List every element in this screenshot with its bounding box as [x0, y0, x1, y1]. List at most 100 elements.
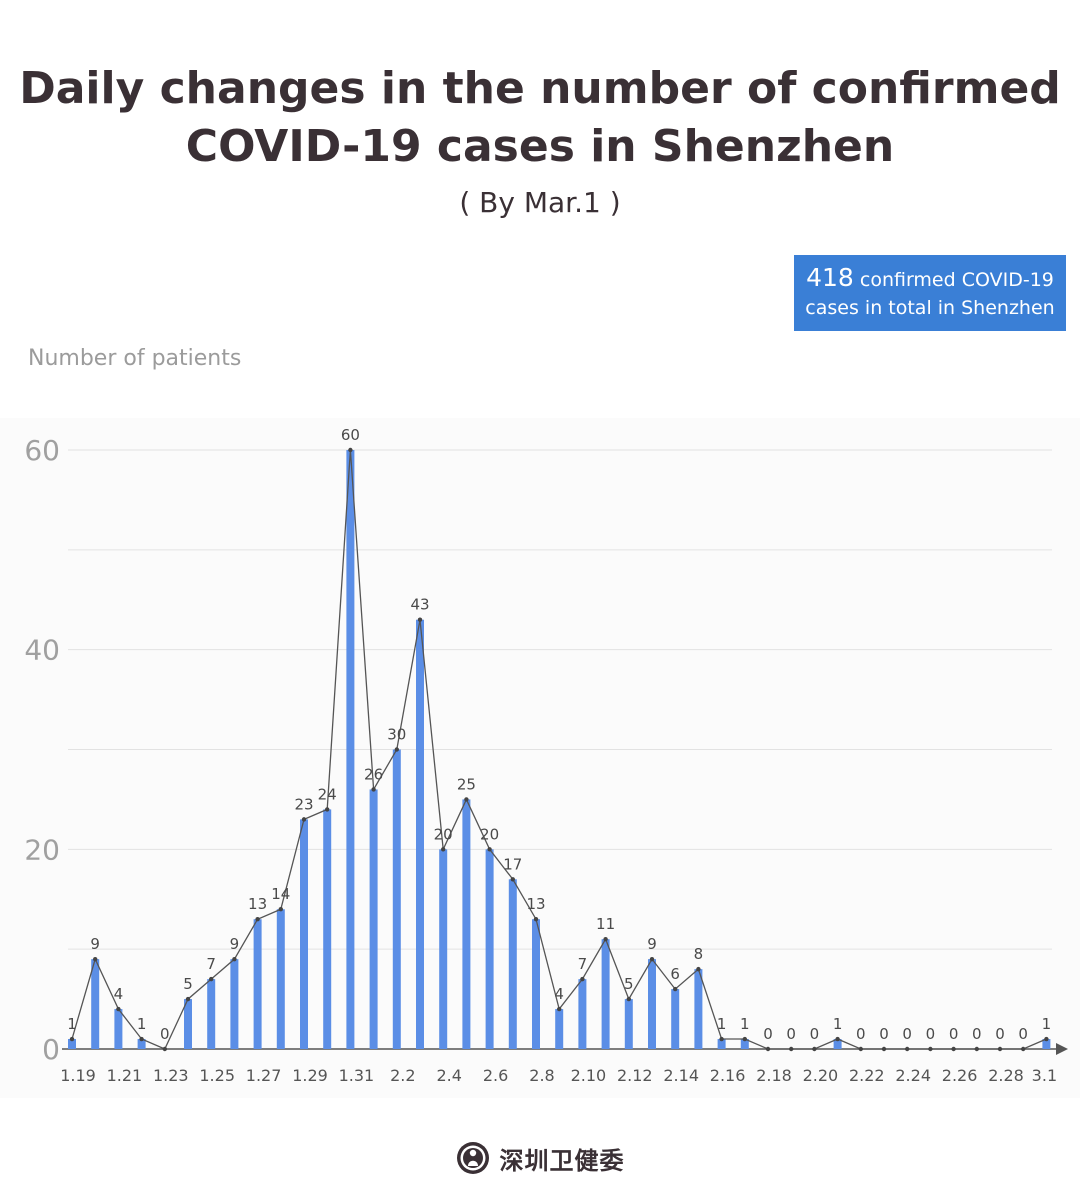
x-tick-label: 2.4	[436, 1066, 461, 1085]
data-label: 1	[1042, 1015, 1052, 1033]
data-label: 0	[949, 1025, 959, 1043]
bar	[392, 749, 401, 1049]
bar	[578, 979, 587, 1049]
x-tick-label: 2.6	[483, 1066, 508, 1085]
data-point	[789, 1046, 794, 1052]
bar	[648, 959, 656, 1049]
x-tick-label: 1.25	[199, 1066, 235, 1085]
data-point	[951, 1046, 956, 1052]
data-point	[185, 996, 191, 1002]
x-tick-label: 2.14	[663, 1066, 699, 1085]
data-label: 20	[434, 825, 453, 843]
data-point	[255, 917, 260, 922]
data-label: 24	[318, 785, 337, 803]
x-tick-label: 2.28	[988, 1066, 1024, 1085]
bar	[601, 939, 610, 1049]
bar	[68, 1039, 76, 1049]
data-point	[673, 986, 678, 992]
bar	[508, 879, 517, 1049]
data-label: 30	[387, 726, 406, 744]
org-name: 深圳卫健委	[499, 1146, 625, 1175]
x-tick-label: 2.26	[942, 1066, 978, 1085]
data-point	[510, 877, 515, 882]
data-label: 1	[740, 1015, 750, 1033]
bar	[532, 919, 540, 1049]
x-tick-label: 3.1	[1032, 1066, 1057, 1085]
x-tick-label: 1.19	[60, 1066, 96, 1085]
data-point	[162, 1046, 167, 1052]
data-label: 0	[763, 1025, 773, 1043]
data-point	[719, 1036, 724, 1042]
data-point	[835, 1036, 840, 1042]
data-label: 9	[90, 935, 100, 953]
data-point	[928, 1046, 933, 1052]
data-point	[765, 1046, 771, 1052]
bar	[717, 1039, 726, 1049]
chart-title: Daily changes in the number of confirmed…	[0, 60, 1080, 176]
data-point	[325, 807, 330, 812]
data-label: 0	[972, 1025, 982, 1043]
data-point	[139, 1036, 144, 1042]
data-label: 6	[670, 965, 680, 983]
data-label: 0	[856, 1025, 866, 1043]
data-point	[1044, 1036, 1049, 1042]
bar	[253, 919, 262, 1049]
data-point	[557, 1006, 562, 1012]
data-label: 13	[248, 895, 267, 913]
data-point	[626, 996, 631, 1002]
data-point	[580, 976, 585, 982]
total-cases-text-2: cases in total in Shenzhen	[805, 297, 1055, 319]
bar	[833, 1039, 842, 1049]
x-tick-label: 1.21	[107, 1066, 143, 1085]
data-label: 17	[503, 855, 522, 873]
data-point	[371, 787, 376, 792]
data-label: 9	[647, 935, 657, 953]
data-point	[93, 956, 98, 962]
data-point	[69, 1036, 75, 1042]
bar	[114, 1009, 123, 1049]
data-label: 26	[364, 765, 383, 783]
data-label: 0	[995, 1025, 1005, 1043]
total-cases-box: 418 confirmed COVID-19 cases in total in…	[794, 255, 1066, 331]
bar	[207, 979, 216, 1049]
data-label: 0	[1018, 1025, 1028, 1043]
data-label: 7	[578, 955, 588, 973]
chart-title-line-2: COVID-19 cases in Shenzhen	[185, 121, 895, 172]
bar	[323, 809, 332, 1049]
x-tick-label: 1.31	[339, 1066, 375, 1085]
data-point	[301, 817, 307, 822]
data-label: 25	[457, 775, 476, 793]
data-label: 8	[694, 945, 704, 963]
x-tick-label: 1.27	[246, 1066, 282, 1085]
data-point	[881, 1046, 887, 1052]
data-label: 14	[271, 885, 290, 903]
data-point	[464, 797, 469, 802]
bar	[740, 1039, 749, 1049]
bar	[300, 819, 308, 1049]
bar	[462, 799, 471, 1049]
x-axis-arrow-icon	[1056, 1043, 1068, 1055]
data-label: 7	[206, 955, 216, 973]
bar	[369, 789, 378, 1049]
data-label: 23	[294, 795, 313, 813]
health-commission-logo-icon	[456, 1142, 489, 1174]
data-point	[209, 976, 214, 982]
data-label: 11	[596, 915, 615, 933]
y-tick-label: 40	[24, 634, 60, 667]
data-point	[348, 447, 353, 453]
y-axis-label: Number of patients	[28, 346, 242, 371]
y-tick-label: 20	[24, 833, 60, 866]
bar	[91, 959, 100, 1049]
x-tick-label: 2.22	[849, 1066, 885, 1085]
chart-subtitle: ( By Mar.1 )	[459, 186, 621, 219]
data-point	[905, 1046, 910, 1052]
total-cases-number: 418	[806, 263, 854, 292]
bar	[416, 619, 424, 1049]
data-label: 5	[183, 975, 193, 993]
data-label: 1	[833, 1015, 843, 1033]
data-label: 0	[160, 1025, 170, 1043]
data-label: 43	[410, 596, 429, 614]
y-tick-label: 60	[24, 434, 60, 467]
data-label: 0	[902, 1025, 912, 1043]
bar	[184, 999, 192, 1049]
